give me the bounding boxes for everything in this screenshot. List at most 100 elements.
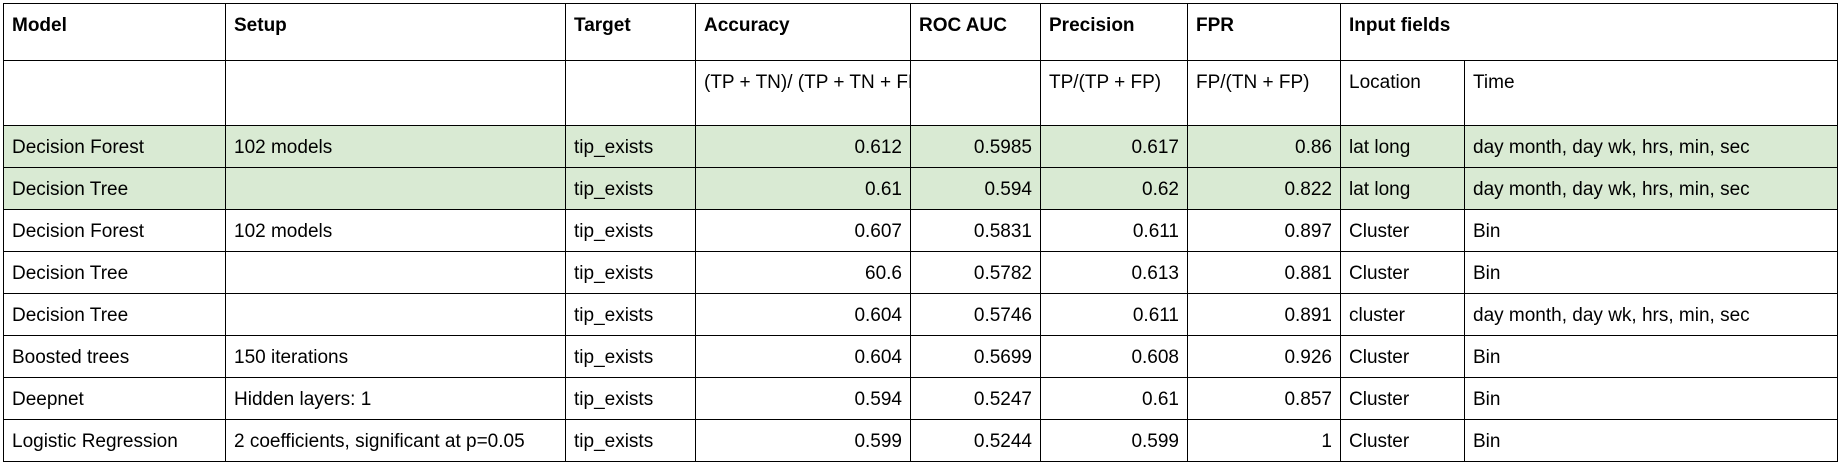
cell-roc-auc: 0.5831 — [910, 209, 1041, 252]
cell-setup: 102 models — [225, 209, 566, 252]
table-row: Decision Forest 102 models tip_exists 0.612… — [3, 125, 1839, 168]
cell-time: day month, day wk, hrs, min, sec — [1463, 293, 1839, 336]
cell-precision: 0.613 — [1040, 251, 1188, 294]
header-fpr: FPR — [1187, 3, 1341, 61]
formula-cell-roc-auc — [910, 60, 1041, 126]
table-body: Model Setup Target Accuracy ROC AUC Prec… — [3, 3, 1839, 462]
formula-cell-setup — [225, 60, 566, 126]
cell-fpr: 0.897 — [1187, 209, 1341, 252]
header-model: Model — [3, 3, 226, 61]
cell-target: tip_exists — [565, 125, 696, 168]
cell-time: Bin — [1463, 335, 1839, 378]
header-input-fields: Input fields — [1339, 3, 1839, 61]
table-row: Decision Tree tip_exists 0.604 0.5746 0.611 0… — [3, 293, 1839, 336]
cell-precision: 0.611 — [1040, 209, 1188, 252]
header-row: Model Setup Target Accuracy ROC AUC Prec… — [3, 3, 1839, 61]
cell-precision: 0.608 — [1040, 335, 1188, 378]
cell-precision: 0.62 — [1040, 167, 1188, 210]
cell-model: Logistic Regression — [3, 419, 226, 462]
cell-location: lat long — [1340, 125, 1465, 168]
header-target: Target — [565, 3, 696, 61]
cell-model: Deepnet — [3, 377, 226, 420]
header-setup: Setup — [225, 3, 566, 61]
cell-setup — [225, 251, 566, 294]
cell-location: Cluster — [1340, 335, 1465, 378]
cell-time: day month, day wk, hrs, min, sec — [1463, 125, 1839, 168]
table-row: Deepnet Hidden layers: 1 tip_exists 0.594 0.… — [3, 377, 1839, 420]
cell-roc-auc: 0.5699 — [910, 335, 1041, 378]
cell-setup: 2 coefficients, significant at p=0.05 — [225, 419, 566, 462]
cell-model: Decision Forest — [3, 209, 226, 252]
header-roc-auc: ROC AUC — [910, 3, 1041, 61]
cell-target: tip_exists — [565, 167, 696, 210]
cell-setup — [225, 293, 566, 336]
formula-cell-model — [3, 60, 226, 126]
cell-roc-auc: 0.5985 — [910, 125, 1041, 168]
cell-target: tip_exists — [565, 377, 696, 420]
formula-cell-target — [565, 60, 696, 126]
table-row: Decision Tree tip_exists 0.61 0.594 0.62 0.82… — [3, 167, 1839, 210]
header-precision: Precision — [1040, 3, 1188, 61]
formula-row: (TP + TN)/ (TP + TN + FP + FN) TP/(TP + … — [3, 60, 1839, 126]
table-row: Decision Tree tip_exists 60.6 0.5782 0.613 0.… — [3, 251, 1839, 294]
cell-accuracy: 0.599 — [695, 419, 911, 462]
cell-fpr: 0.86 — [1187, 125, 1341, 168]
cell-precision: 0.599 — [1040, 419, 1188, 462]
cell-roc-auc: 0.5782 — [910, 251, 1041, 294]
cell-accuracy: 0.607 — [695, 209, 911, 252]
cell-time: Bin — [1463, 209, 1839, 252]
cell-target: tip_exists — [565, 209, 696, 252]
header-accuracy: Accuracy — [695, 3, 911, 61]
cell-accuracy: 0.594 — [695, 377, 911, 420]
cell-fpr: 0.926 — [1187, 335, 1341, 378]
cell-time: Bin — [1463, 251, 1839, 294]
cell-location: lat long — [1340, 167, 1465, 210]
cell-location: Cluster — [1340, 419, 1465, 462]
precision-formula: TP/(TP + FP) — [1040, 60, 1188, 126]
cell-setup: 102 models — [225, 125, 566, 168]
fpr-formula: FP/(TN + FP) — [1187, 60, 1341, 126]
cell-time: day month, day wk, hrs, min, sec — [1463, 167, 1839, 210]
cell-time: Bin — [1463, 377, 1839, 420]
cell-accuracy: 0.612 — [695, 125, 911, 168]
cell-accuracy: 0.604 — [695, 293, 911, 336]
cell-setup: Hidden layers: 1 — [225, 377, 566, 420]
cell-location: Cluster — [1340, 377, 1465, 420]
cell-accuracy: 60.6 — [695, 251, 911, 294]
cell-model: Boosted trees — [3, 335, 226, 378]
cell-target: tip_exists — [565, 293, 696, 336]
cell-fpr: 0.857 — [1187, 377, 1341, 420]
cell-fpr: 0.891 — [1187, 293, 1341, 336]
results-table: Model Setup Target Accuracy ROC AUC Prec… — [3, 3, 1839, 462]
cell-model: Decision Tree — [3, 167, 226, 210]
cell-setup — [225, 167, 566, 210]
cell-location: cluster — [1340, 293, 1465, 336]
cell-model: Decision Forest — [3, 125, 226, 168]
cell-precision: 0.61 — [1040, 377, 1188, 420]
cell-roc-auc: 0.5746 — [910, 293, 1041, 336]
cell-target: tip_exists — [565, 251, 696, 294]
cell-accuracy: 0.61 — [695, 167, 911, 210]
cell-location: Cluster — [1340, 209, 1465, 252]
table-row: Logistic Regression 2 coefficients, signi… — [3, 419, 1839, 462]
cell-location: Cluster — [1340, 251, 1465, 294]
cell-roc-auc: 0.5247 — [910, 377, 1041, 420]
accuracy-formula: (TP + TN)/ (TP + TN + FP + FN) — [695, 60, 911, 126]
cell-precision: 0.611 — [1040, 293, 1188, 336]
cell-target: tip_exists — [565, 335, 696, 378]
cell-fpr: 0.822 — [1187, 167, 1341, 210]
cell-model: Decision Tree — [3, 251, 226, 294]
cell-model: Decision Tree — [3, 293, 226, 336]
cell-precision: 0.617 — [1040, 125, 1188, 168]
time-subheader: Time — [1463, 60, 1839, 126]
cell-target: tip_exists — [565, 419, 696, 462]
cell-fpr: 1 — [1187, 419, 1341, 462]
cell-setup: 150 iterations — [225, 335, 566, 378]
cell-roc-auc: 0.594 — [910, 167, 1041, 210]
table-row: Decision Forest 102 models tip_exists 0.607… — [3, 209, 1839, 252]
cell-roc-auc: 0.5244 — [910, 419, 1041, 462]
table-row: Boosted trees 150 iterations tip_exists 0.6… — [3, 335, 1839, 378]
cell-fpr: 0.881 — [1187, 251, 1341, 294]
location-subheader: Location — [1340, 60, 1465, 126]
cell-accuracy: 0.604 — [695, 335, 911, 378]
